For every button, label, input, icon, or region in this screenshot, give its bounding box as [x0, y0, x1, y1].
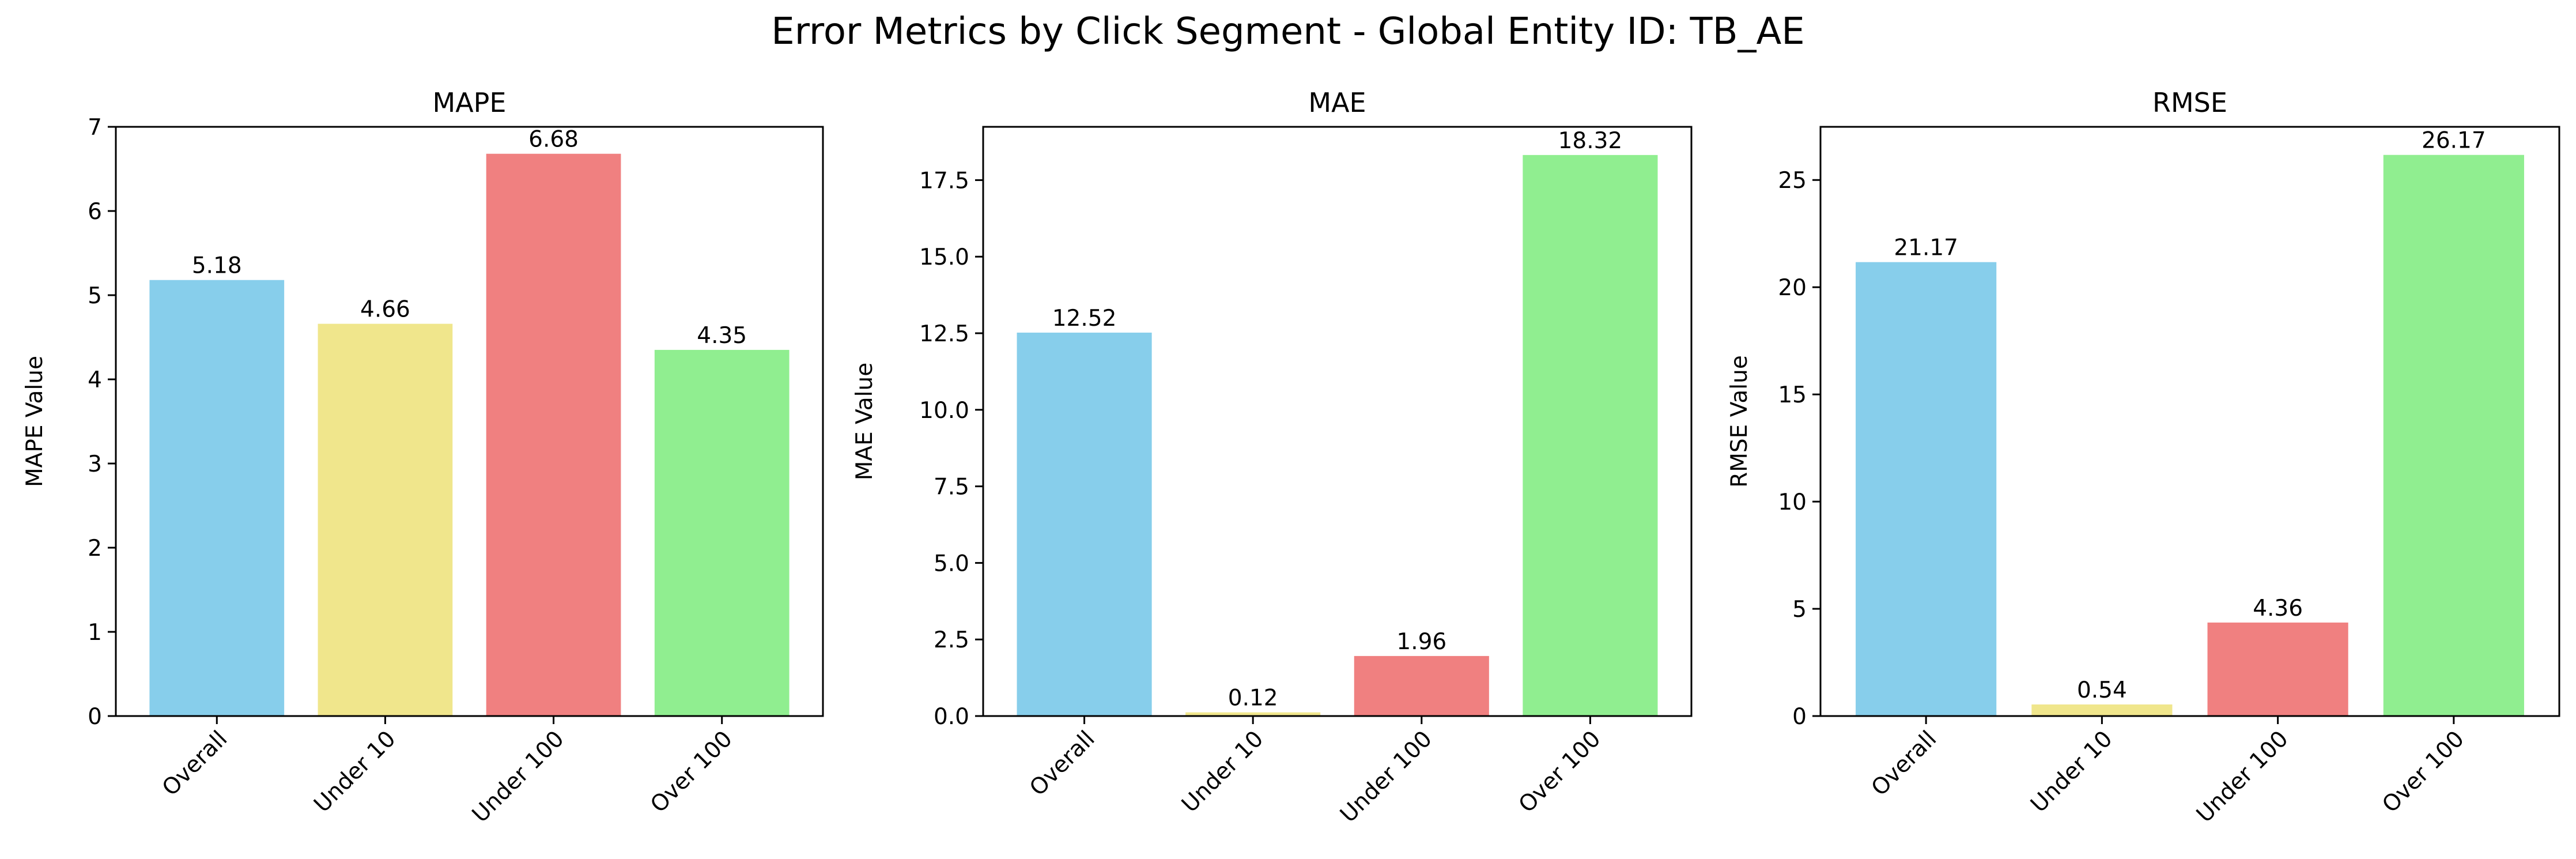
- panel-rmse-xtick-label-over-100: Over 100: [2377, 726, 2469, 818]
- panel-mape-ytick-label-4: 4: [88, 367, 102, 393]
- panel-rmse-ytick-label-4: 20: [1778, 275, 1807, 301]
- panel-rmse-bar-over-100: [2383, 155, 2524, 716]
- panel-mape-ytick-label-7: 7: [88, 115, 102, 141]
- panel-rmse-ylabel: RMSE Value: [1727, 355, 1752, 488]
- panel-mae-ylabel: MAE Value: [852, 363, 878, 480]
- panel-mae-value-label-under-10: 0.12: [1228, 685, 1278, 711]
- panel-mae-ytick-label-4: 10.0: [919, 398, 969, 424]
- panel-mae-bar-under-100: [1354, 655, 1489, 716]
- panel-rmse-ytick-label-1: 5: [1792, 597, 1807, 623]
- panel-mape-bar-under-100: [486, 153, 621, 717]
- panel-mape-ylabel: MAPE Value: [22, 356, 48, 487]
- panel-rmse-value-label-overall: 21.17: [1894, 235, 1958, 261]
- panel-rmse-bar-overall: [1856, 262, 1997, 716]
- panel-rmse-value-label-under-100: 4.36: [2253, 596, 2303, 621]
- panel-rmse-xtick-label-under-100: Under 100: [2192, 726, 2294, 828]
- panel-mape-ytick-label-2: 2: [88, 536, 102, 562]
- panel-mape-value-label-overall: 5.18: [192, 253, 242, 279]
- panel-mape-bar-overall: [149, 280, 285, 717]
- panel-mape-value-label-under-100: 6.68: [528, 127, 579, 153]
- panel-mae-value-label-under-100: 1.96: [1396, 629, 1446, 655]
- panel-rmse-xtick-label-under-10: Under 10: [2026, 726, 2117, 817]
- panel-mape-title: MAPE: [433, 87, 507, 118]
- panel-mape-ytick-label-0: 0: [88, 704, 102, 730]
- panel-rmse-xtick-label-overall: Overall: [1867, 726, 1942, 801]
- panel-mae-bar-under-10: [1185, 712, 1321, 716]
- panel-mae-ytick-label-6: 15.0: [919, 244, 969, 270]
- panel-mae-ytick-label-3: 7.5: [934, 474, 969, 500]
- panel-mae-ytick-label-5: 12.5: [919, 321, 969, 347]
- panel-rmse-value-label-under-10: 0.54: [2077, 677, 2127, 703]
- panel-mape-xtick-label-under-10: Under 10: [309, 726, 401, 817]
- panel-mae-ytick-label-0: 0.0: [934, 704, 969, 730]
- panel-mape-ytick-label-6: 6: [88, 199, 102, 225]
- panel-rmse-ytick-label-0: 0: [1792, 704, 1807, 730]
- panel-mae-title: MAE: [1308, 87, 1366, 118]
- figure-title: Error Metrics by Click Segment - Global …: [771, 10, 1804, 53]
- panel-rmse-ytick-label-3: 15: [1778, 382, 1807, 408]
- panel-mae-xtick-label-under-10: Under 10: [1177, 726, 1268, 817]
- panel-mae-ytick-label-1: 2.5: [934, 627, 969, 653]
- panel-mae-value-label-overall: 12.52: [1052, 306, 1117, 331]
- panel-mape-ytick-label-3: 3: [88, 451, 102, 477]
- panel-mape-value-label-under-10: 4.66: [360, 297, 410, 323]
- panel-rmse-axes-frame: [1819, 126, 2560, 717]
- panel-mae-bar-over-100: [1523, 155, 1658, 716]
- panel-mae-xtick-label-under-100: Under 100: [1335, 726, 1437, 828]
- panel-rmse-ytick-label-5: 25: [1778, 168, 1807, 194]
- panel-mape-bar-over-100: [654, 349, 790, 716]
- panel-rmse-ytick-label-2: 10: [1778, 489, 1807, 515]
- panel-mae-bar-overall: [1017, 332, 1152, 716]
- panel-mape-ytick-label-5: 5: [88, 283, 102, 309]
- panel-mape-axes-frame: [115, 126, 824, 717]
- panel-mape-xtick-label-under-100: Under 100: [467, 726, 569, 828]
- panel-mae-ytick-label-7: 17.5: [919, 168, 969, 194]
- panel-mae-axes-frame: [982, 126, 1693, 717]
- panel-mape-xtick-label-over-100: Over 100: [645, 726, 738, 818]
- panel-mape-value-label-over-100: 4.35: [697, 323, 747, 349]
- panel-rmse-bar-under-10: [2031, 704, 2173, 716]
- panel-rmse-bar-under-100: [2207, 622, 2348, 716]
- panel-mae-xtick-label-overall: Overall: [1025, 726, 1100, 801]
- panel-mape-ytick-label-1: 1: [88, 620, 102, 646]
- panel-mape-xtick-label-overall: Overall: [157, 726, 232, 801]
- panel-mape-bar-under-10: [318, 323, 453, 716]
- panel-mae-xtick-label-over-100: Over 100: [1514, 726, 1606, 818]
- panel-mae-ytick-label-2: 5.0: [934, 551, 969, 577]
- panel-mae-value-label-over-100: 18.32: [1558, 128, 1623, 154]
- panel-rmse-value-label-over-100: 26.17: [2422, 128, 2486, 154]
- panel-rmse-title: RMSE: [2152, 87, 2227, 118]
